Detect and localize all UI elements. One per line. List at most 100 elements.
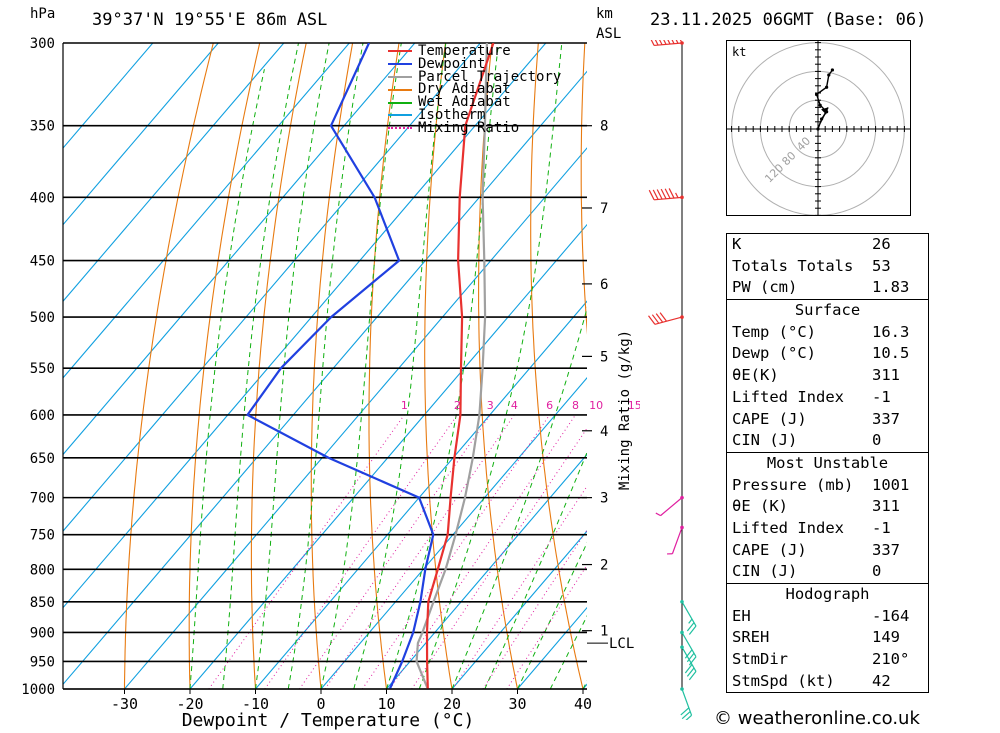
- wind-barb: [648, 312, 684, 325]
- isotherm-line: [320, 377, 587, 689]
- dry-adiabat-line: [530, 43, 584, 689]
- chart-legend: Temperature Dewpoint Parcel Trajectory Dry …: [388, 43, 562, 136]
- legend-label: Temperature: [418, 43, 511, 59]
- index-row: StmDir 210°: [727, 649, 928, 671]
- general-indices: K 26 Totals Totals 53 PW (cm) 1.83: [727, 234, 928, 299]
- index-value: 149: [872, 628, 900, 647]
- legend-item: Parcel Trajectory: [388, 68, 562, 85]
- mixing-ratio-label: 10: [589, 399, 603, 412]
- copyright-link[interactable]: © weatheronline.co.uk: [714, 708, 920, 729]
- wind-barb-staff: [671, 527, 683, 554]
- index-key: K: [732, 235, 742, 253]
- wind-barb-staff: [681, 688, 693, 716]
- index-row: CIN (J) 0: [727, 561, 928, 583]
- wind-barb-feather: [667, 40, 671, 45]
- legend-swatch: [388, 101, 412, 104]
- wind-barb: [680, 599, 697, 635]
- wind-barb-feather: [671, 40, 675, 44]
- index-value: 311: [872, 497, 900, 516]
- index-row: CIN (J) 0: [727, 430, 928, 452]
- x-axis-title: Dewpoint / Temperature (°C): [182, 710, 475, 731]
- index-value: -164: [872, 606, 910, 625]
- index-row: EH -164: [727, 606, 928, 628]
- index-key: Lifted Index: [732, 387, 844, 406]
- pressure-label: 400: [30, 190, 55, 206]
- pressure-label: 950: [30, 654, 55, 670]
- indices-table: K 26 Totals Totals 53 PW (cm) 1.83 Surface Te…: [726, 233, 929, 694]
- dry-adiabat-line: [250, 43, 307, 689]
- wet-adiabat-line: [222, 43, 299, 689]
- wind-barb-feather: [660, 188, 667, 200]
- index-row: θE (K) 311: [727, 496, 928, 518]
- legend-swatch: [388, 88, 412, 91]
- hodograph-point: [814, 92, 819, 97]
- legend-swatch: [388, 50, 412, 53]
- pressure-label: 350: [30, 119, 55, 135]
- pressure-label: 750: [30, 528, 55, 544]
- legend-swatch: [388, 127, 412, 130]
- index-key: θE(K): [732, 366, 779, 385]
- legend-swatch: [388, 63, 412, 66]
- mixing-ratio-line: [361, 414, 551, 689]
- index-value: 0: [872, 431, 882, 450]
- dewpoint-line: [246, 43, 435, 689]
- index-row: K 26: [727, 234, 928, 256]
- legend-label: Parcel Trajectory: [418, 68, 562, 85]
- pressure-label: 450: [30, 254, 55, 270]
- index-key: Lifted Index: [732, 518, 844, 537]
- index-key: Pressure (mb): [732, 475, 854, 494]
- wind-barb-half-feather: [688, 618, 693, 624]
- wind-barb-feather: [685, 714, 692, 720]
- wind-barb-half-feather: [675, 192, 679, 198]
- isotherm-line: [63, 43, 547, 609]
- height-tick-label: 3: [600, 491, 608, 507]
- wind-barb: [680, 687, 693, 720]
- legend-label: Mixing Ratio: [418, 119, 520, 136]
- isotherm-line: [63, 43, 416, 456]
- index-key: StmSpd (kt): [732, 671, 835, 690]
- index-row: StmSpd (kt) 42: [727, 671, 928, 693]
- height-tick-label: 7: [600, 201, 608, 217]
- height-tick-label: 4: [600, 424, 608, 440]
- mixing-ratio-line: [324, 414, 515, 689]
- hodograph-indices: Hodograph EH -164 SREH 149 StmDir 210° StmSpd …: [727, 583, 928, 692]
- x-tick-label: 40: [574, 695, 592, 713]
- index-row: PW (cm) 1.83: [727, 277, 928, 299]
- height-tick-label: 5: [600, 349, 608, 365]
- wind-barb-staff: [654, 196, 683, 201]
- index-row: Totals Totals 53: [727, 256, 928, 278]
- pressure-label: 1000: [21, 682, 55, 698]
- isotherm-line: [451, 530, 587, 689]
- pressure-label: 300: [30, 36, 55, 52]
- wind-barb-feather: [686, 667, 695, 677]
- wind-barb-feather: [688, 671, 697, 681]
- wind-barb-feather: [659, 40, 663, 46]
- isotherm-line: [63, 43, 285, 303]
- isotherm-line: [63, 43, 219, 226]
- legend-item: Dry Adiabat: [388, 83, 561, 96]
- surface-title: Surface: [794, 301, 861, 320]
- wind-barb-feather: [648, 189, 655, 201]
- isotherm-line: [124, 147, 587, 689]
- wind-barb-feather: [680, 707, 690, 716]
- wind-profile: [648, 40, 697, 720]
- wet-adiabat-line: [287, 43, 364, 689]
- wind-barb-feather: [654, 40, 659, 46]
- index-value: -1: [872, 518, 891, 537]
- legend-item: Dewpoint: [388, 57, 561, 71]
- height-tick-label: 6: [600, 277, 608, 293]
- wind-barb-staff: [681, 632, 697, 658]
- index-value: -1: [872, 387, 891, 406]
- index-row: CAPE (J) 337: [727, 409, 928, 431]
- wind-barb-feather: [656, 189, 663, 200]
- isotherm-line: [63, 43, 350, 379]
- pressure-label: 550: [30, 361, 55, 377]
- index-key: Totals Totals: [732, 256, 854, 275]
- parcel-trajectory-line: [415, 43, 488, 689]
- hodograph-point: [830, 68, 834, 72]
- wind-barb-staff: [681, 601, 697, 627]
- index-row: Lifted Index -1: [727, 518, 928, 540]
- hodograph-ring-label: 120: [762, 161, 786, 185]
- mixing-ratio-line: [452, 485, 587, 689]
